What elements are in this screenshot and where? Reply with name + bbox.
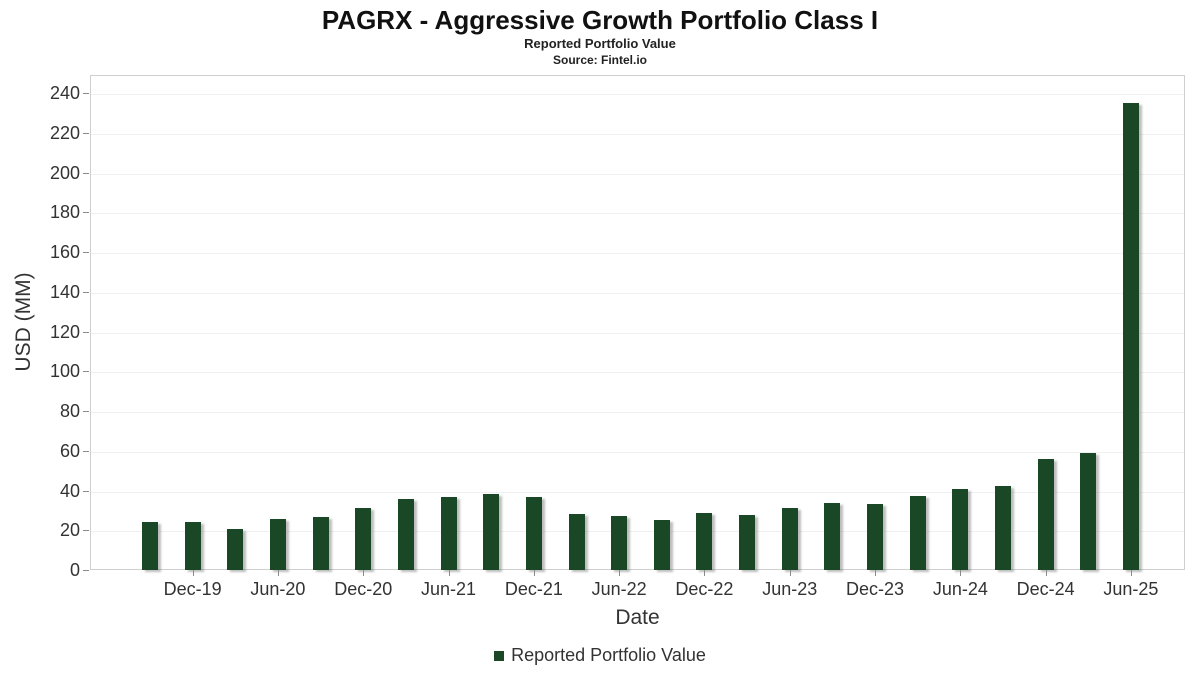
y-tick-label: 200 (49, 162, 80, 183)
x-tick-label: Jun-23 (762, 579, 818, 599)
y-gridline (91, 491, 1184, 493)
x-tick-mark (704, 570, 706, 576)
plot-area (90, 75, 1185, 570)
y-tick-mark (83, 530, 89, 532)
bar-Dec-20[interactable] (355, 508, 372, 570)
chart-title: PAGRX - Aggressive Growth Portfolio Clas… (321, 5, 879, 35)
x-tick-label: Jun-24 (932, 579, 988, 599)
y-tick-mark (83, 252, 89, 253)
y-tick-label: 60 (59, 440, 80, 461)
x-tick-mark (1045, 570, 1047, 576)
y-tick-label: 120 (49, 321, 80, 342)
y-gridline (91, 531, 1184, 533)
x-tick-mark (533, 570, 535, 576)
x-tick-label: Dec-24 (1016, 579, 1075, 599)
x-tick-mark (789, 570, 791, 576)
y-tick-mark (83, 132, 89, 134)
bar-Jun-25[interactable] (1122, 102, 1139, 570)
bar-Jun-22[interactable] (611, 516, 628, 570)
x-tick-mark (960, 570, 962, 576)
y-gridline (91, 412, 1184, 413)
x-tick-mark (192, 570, 194, 576)
y-tick-mark (83, 291, 89, 293)
bar-Mar-20[interactable] (227, 529, 244, 570)
x-tick-label: Jun-22 (591, 579, 647, 599)
x-tick-label: Dec-19 (163, 579, 222, 599)
bar-Mar-24[interactable] (909, 496, 926, 570)
x-tick-mark (875, 570, 877, 576)
y-gridline (91, 372, 1184, 374)
bar-Mar-25[interactable] (1080, 452, 1097, 570)
bar-Sep-21[interactable] (483, 494, 500, 570)
y-tick-mark (83, 212, 89, 214)
y-tick-label: 40 (59, 480, 80, 501)
y-tick-mark (83, 490, 89, 492)
bar-Sep-19[interactable] (142, 522, 158, 570)
chart-subtitle: Reported Portfolio Value (524, 36, 676, 51)
y-gridline (91, 213, 1184, 215)
bar-Jun-24[interactable] (952, 488, 969, 570)
x-tick-mark (277, 570, 279, 576)
x-tick-label: Jun-21 (421, 579, 477, 599)
x-tick-mark (363, 570, 365, 576)
bar-Mar-21[interactable] (397, 499, 414, 570)
y-gridline (91, 133, 1184, 135)
y-tick-mark (83, 331, 89, 333)
bar-Dec-23[interactable] (867, 504, 884, 570)
y-tick-mark (83, 172, 89, 174)
x-tick-label: Dec-23 (846, 579, 905, 599)
bar-Dec-24[interactable] (1037, 458, 1054, 570)
y-tick-label: 80 (59, 401, 80, 421)
y-tick-mark (83, 450, 89, 452)
x-tick-label: Jun-20 (250, 579, 306, 599)
bar-Dec-19[interactable] (184, 522, 201, 570)
x-tick-label: Dec-21 (504, 579, 563, 599)
y-tick-label: 180 (49, 202, 80, 223)
bar-Mar-23[interactable] (739, 515, 756, 570)
bar-Dec-21[interactable] (525, 497, 542, 570)
y-tick-label: 20 (59, 520, 80, 541)
bar-Mar-22[interactable] (568, 514, 585, 570)
y-gridline (91, 173, 1184, 175)
bar-Sep-22[interactable] (653, 520, 670, 570)
bar-Sep-24[interactable] (995, 485, 1011, 570)
y-tick-label: 240 (49, 83, 80, 103)
x-tick-label: Dec-22 (675, 579, 734, 599)
y-gridline (91, 253, 1184, 254)
legend[interactable]: Reported Portfolio Value (0, 645, 1200, 666)
x-tick-label: Dec-20 (334, 579, 393, 599)
y-tick-mark (83, 371, 89, 373)
chart-source: Source: Fintel.io (552, 53, 647, 67)
legend-label: Reported Portfolio Value (511, 645, 706, 665)
y-gridline (91, 292, 1184, 294)
y-tick-mark (83, 411, 89, 412)
x-tick-mark (619, 570, 621, 576)
y-tick-mark (83, 570, 89, 571)
y-gridline (91, 332, 1184, 334)
bar-Sep-23[interactable] (824, 503, 841, 570)
x-tick-label: Jun-25 (1103, 579, 1159, 599)
x-tick-mark (448, 570, 450, 576)
y-tick-label: 160 (49, 242, 80, 262)
y-tick-label: 100 (49, 361, 80, 382)
y-tick-label: 140 (49, 281, 80, 302)
y-tick-mark (83, 93, 89, 94)
bar-Jun-23[interactable] (781, 508, 798, 570)
bar-Sep-20[interactable] (312, 517, 329, 570)
y-gridline (91, 451, 1184, 453)
y-tick-label: 220 (49, 122, 80, 143)
x-axis-title: Date (615, 606, 660, 629)
bar-Jun-21[interactable] (440, 497, 457, 570)
y-gridline (91, 94, 1184, 95)
bar-Jun-20[interactable] (269, 519, 286, 570)
y-tick-label: 0 (69, 560, 80, 580)
bar-Dec-22[interactable] (696, 513, 713, 570)
legend-swatch-icon (494, 650, 505, 661)
x-tick-mark (1130, 570, 1132, 576)
